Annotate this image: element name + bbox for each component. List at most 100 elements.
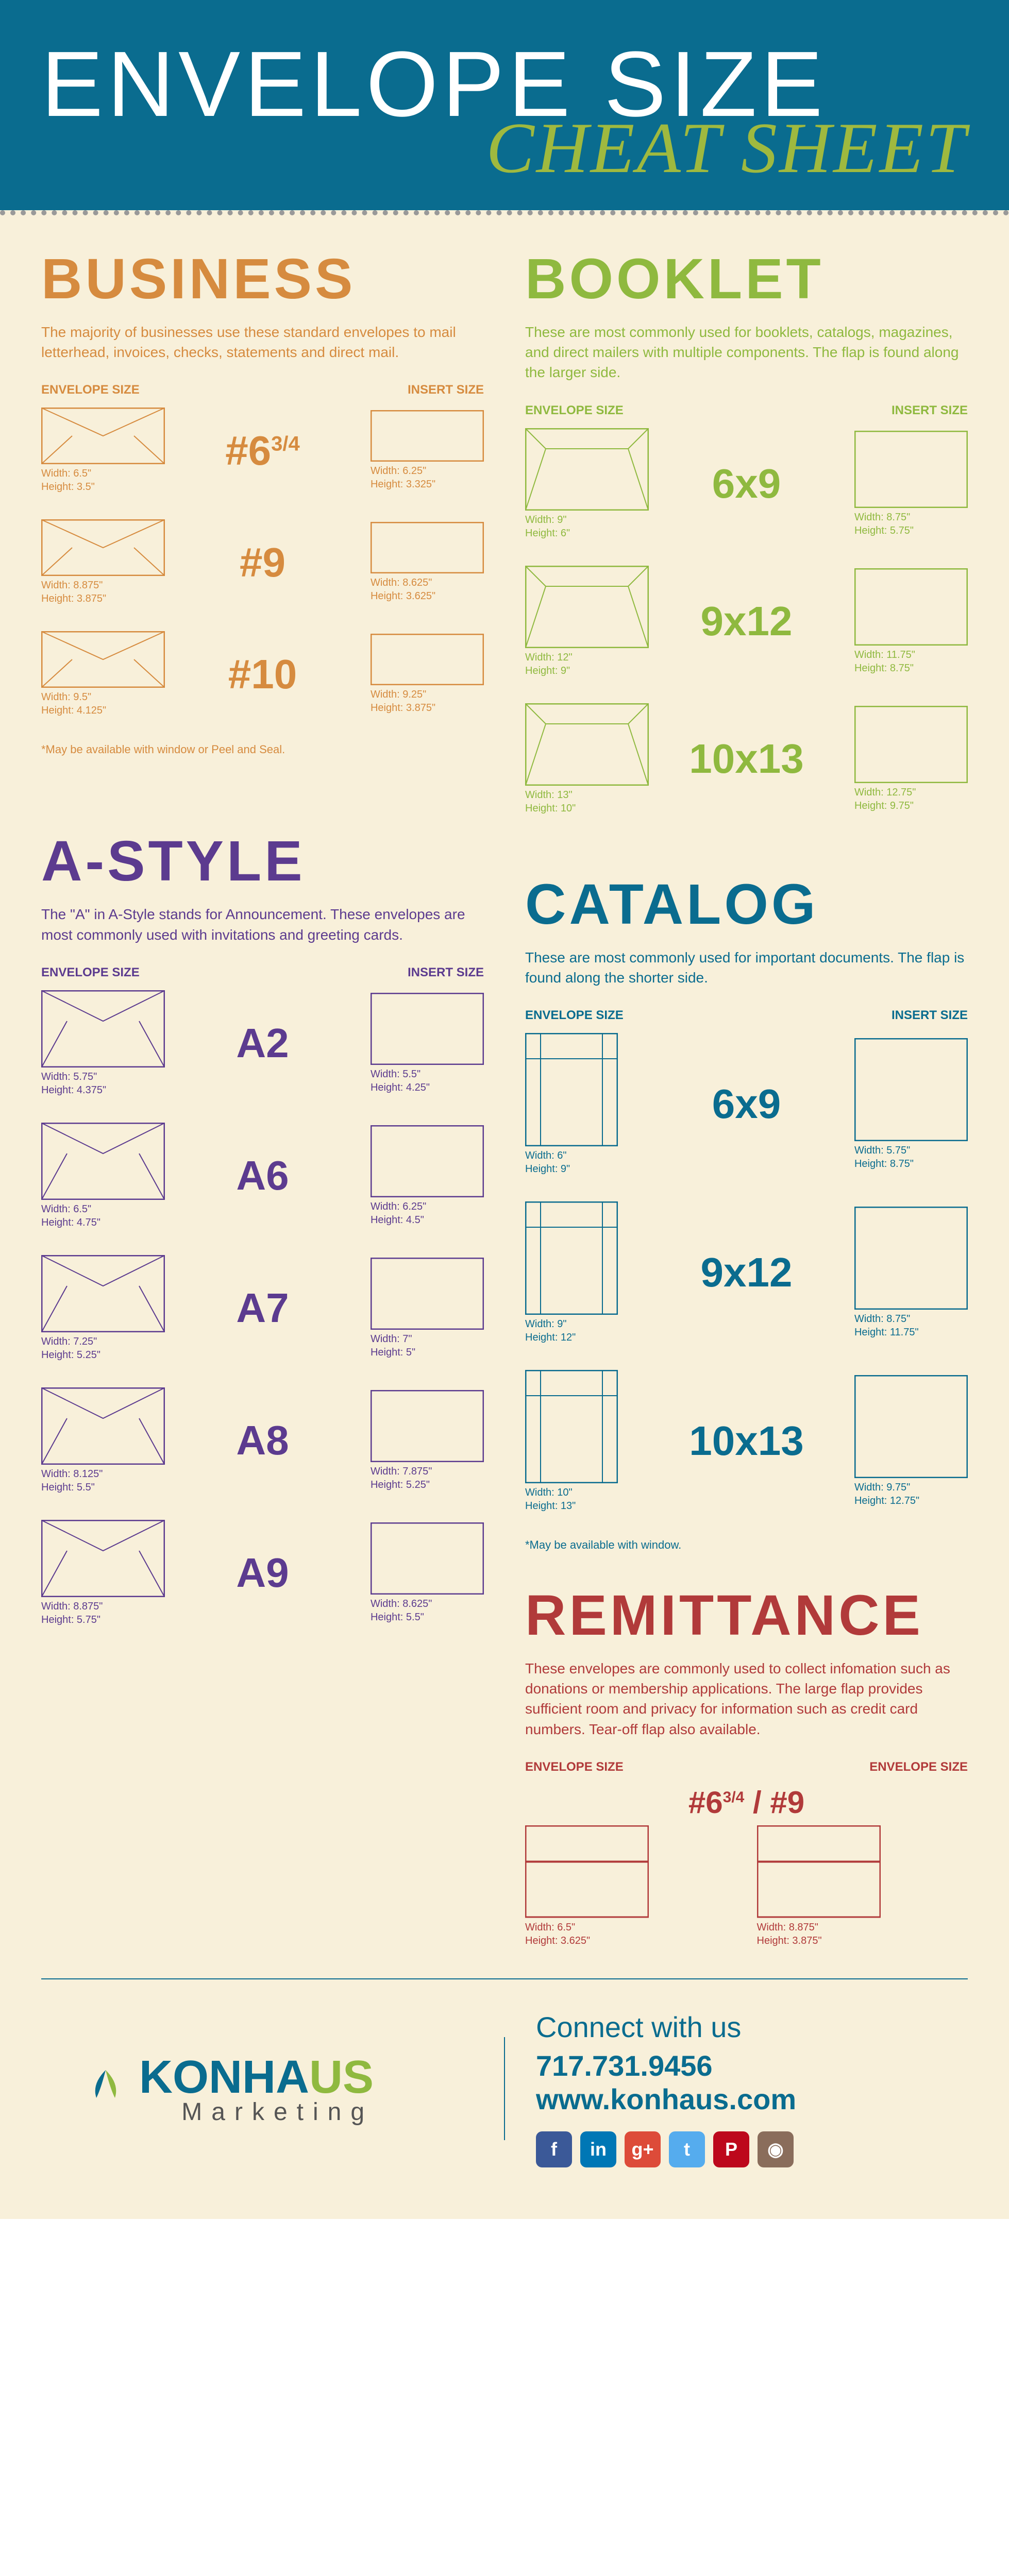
business-note: *May be available with window or Peel an… <box>41 743 484 756</box>
footer-contact: Connect with us 717.731.9456 www.konhaus… <box>536 2010 927 2167</box>
ins-header: INSERT SIZE <box>307 965 484 980</box>
size-row: Width: 6.5"Height: 3.5" #63/4 Width: 6.2… <box>41 408 484 494</box>
ins-dims: Width: 5.5"Height: 4.25" <box>371 1067 484 1094</box>
size-label: #10 <box>187 651 338 698</box>
ins-header: INSERT SIZE <box>791 1008 968 1023</box>
env-header: ENVELOPE SIZE <box>525 1008 702 1023</box>
insert-cell: Width: 8.75"Height: 5.75" <box>822 431 968 537</box>
ins-header: INSERT SIZE <box>307 383 484 397</box>
size-row: Width: 10"Height: 13" 10x13 Width: 9.75"… <box>525 1370 968 1513</box>
envelope-cell: Width: 13"Height: 10" <box>525 703 671 815</box>
envelope-cell: Width: 8.125"Height: 5.5" <box>41 1387 187 1494</box>
ins-dims: Width: 12.75"Height: 9.75" <box>854 786 968 812</box>
env-header: ENVELOPE SIZE <box>41 965 218 980</box>
envelope-cell: Width: 9"Height: 6" <box>525 428 671 540</box>
ins-dims: Width: 8.75"Height: 5.75" <box>854 511 968 537</box>
env-dims: Width: 6.5"Height: 3.5" <box>41 467 187 494</box>
footer-logo: KONHAUS Marketing <box>82 2051 473 2126</box>
connect-label: Connect with us <box>536 2010 927 2044</box>
astyle-section: A-STYLE The "A" in A-Style stands for An… <box>41 828 484 1626</box>
env-dims: Width: 7.25"Height: 5.25" <box>41 1335 187 1362</box>
size-row: Width: 9"Height: 6" 6x9 Width: 8.75"Heig… <box>525 428 968 540</box>
env-dims: Width: 10"Height: 13" <box>525 1486 671 1513</box>
size-row: Width: 7.25"Height: 5.25" A7 Width: 7"He… <box>41 1255 484 1362</box>
catalog-col-headers: ENVELOPE SIZE INSERT SIZE <box>525 1008 968 1023</box>
social-icons: fing+tP◉ <box>536 2131 927 2167</box>
size-label: 9x12 <box>671 598 821 645</box>
insert-cell: Width: 6.25"Height: 4.5" <box>338 1125 484 1227</box>
catalog-title: CATALOG <box>525 872 968 937</box>
size-row: Width: 13"Height: 10" 10x13 Width: 12.75… <box>525 703 968 815</box>
remit-cell: Width: 8.875"Height: 3.875" <box>757 1825 968 1947</box>
env-header: ENVELOPE SIZE <box>525 403 702 418</box>
infographic-page: ENVELOPE SIZE CHEAT SHEET BUSINESS The m… <box>0 0 1009 2219</box>
pinterest-icon[interactable]: P <box>713 2131 749 2167</box>
size-row: Width: 9"Height: 12" 9x12 Width: 8.75"He… <box>525 1201 968 1344</box>
linkedin-icon[interactable]: in <box>580 2131 616 2167</box>
size-label: A8 <box>187 1417 338 1464</box>
insert-cell: Width: 8.75"Height: 11.75" <box>822 1207 968 1339</box>
facebook-icon[interactable]: f <box>536 2131 572 2167</box>
insert-cell: Width: 12.75"Height: 9.75" <box>822 706 968 812</box>
ins-dims: Width: 9.25"Height: 3.875" <box>371 688 484 715</box>
insert-cell: Width: 5.5"Height: 4.25" <box>338 993 484 1094</box>
ins-dims: Width: 5.75"Height: 8.75" <box>854 1144 968 1171</box>
business-section: BUSINESS The majority of businesses use … <box>41 246 484 756</box>
size-label: 6x9 <box>671 460 821 507</box>
ins-dims: Width: 8.625"Height: 3.625" <box>371 576 484 603</box>
business-col-headers: ENVELOPE SIZE INSERT SIZE <box>41 383 484 397</box>
booklet-desc: These are most commonly used for booklet… <box>525 322 968 383</box>
size-label: 6x9 <box>671 1080 821 1128</box>
env-dims: Width: 13"Height: 10" <box>525 788 671 815</box>
env-dims: Width: 12"Height: 9" <box>525 651 671 677</box>
ins-dims: Width: 6.25"Height: 3.325" <box>371 464 484 491</box>
remittance-col-headers: ENVELOPE SIZE ENVELOPE SIZE <box>525 1760 968 1774</box>
catalog-desc: These are most commonly used for importa… <box>525 947 968 988</box>
ins-dims: Width: 6.25"Height: 4.5" <box>371 1200 484 1227</box>
leaf-icon <box>82 2065 129 2112</box>
twitter-icon[interactable]: t <box>669 2131 705 2167</box>
size-row: Width: 8.875"Height: 3.875" #9 Width: 8.… <box>41 519 484 605</box>
envelope-cell: Width: 8.875"Height: 3.875" <box>41 519 187 605</box>
business-desc: The majority of businesses use these sta… <box>41 322 484 362</box>
envelope-cell: Width: 10"Height: 13" <box>525 1370 671 1513</box>
catalog-note: *May be available with window. <box>525 1538 968 1552</box>
env-dims: Width: 8.875"Height: 5.75" <box>41 1600 187 1626</box>
ins-dims: Width: 7"Height: 5" <box>371 1332 484 1359</box>
env-dims: Width: 8.875"Height: 3.875" <box>41 579 187 605</box>
astyle-title: A-STYLE <box>41 828 484 894</box>
size-label: A2 <box>187 1020 338 1067</box>
env-header2: ENVELOPE SIZE <box>791 1760 968 1774</box>
size-label: #63/4 <box>187 427 338 474</box>
astyle-desc: The "A" in A-Style stands for Announceme… <box>41 904 484 944</box>
astyle-col-headers: ENVELOPE SIZE INSERT SIZE <box>41 965 484 980</box>
size-row: Width: 9.5"Height: 4.125" #10 Width: 9.2… <box>41 631 484 717</box>
env-dims: Width: 9.5"Height: 4.125" <box>41 690 187 717</box>
size-row: Width: 6.5"Height: 4.75" A6 Width: 6.25"… <box>41 1123 484 1229</box>
envelope-cell: Width: 9.5"Height: 4.125" <box>41 631 187 717</box>
size-row: Width: 6"Height: 9" 6x9 Width: 5.75"Heig… <box>525 1033 968 1176</box>
remittance-desc: These envelopes are commonly used to col… <box>525 1658 968 1739</box>
envelope-cell: Width: 8.875"Height: 5.75" <box>41 1520 187 1626</box>
instagram-icon[interactable]: ◉ <box>758 2131 794 2167</box>
env-dims: Width: 9"Height: 6" <box>525 513 671 540</box>
envelope-cell: Width: 6"Height: 9" <box>525 1033 671 1176</box>
insert-cell: Width: 5.75"Height: 8.75" <box>822 1038 968 1171</box>
insert-cell: Width: 6.25"Height: 3.325" <box>338 410 484 491</box>
business-title: BUSINESS <box>41 246 484 312</box>
ins-dims: Width: 8.75"Height: 11.75" <box>854 1312 968 1339</box>
dotted-divider <box>0 210 1009 215</box>
env-dims: Width: 6.5"Height: 4.75" <box>41 1202 187 1229</box>
envelope-cell: Width: 6.5"Height: 4.75" <box>41 1123 187 1229</box>
googleplus-icon[interactable]: g+ <box>625 2131 661 2167</box>
footer-divider <box>504 2037 505 2140</box>
envelope-cell: Width: 12"Height: 9" <box>525 566 671 677</box>
header: ENVELOPE SIZE CHEAT SHEET <box>0 0 1009 210</box>
env-dims: Width: 6"Height: 9" <box>525 1149 671 1176</box>
remit-cell: Width: 6.5"Height: 3.625" <box>525 1825 736 1947</box>
env-dims: Width: 5.75"Height: 4.375" <box>41 1070 187 1097</box>
insert-cell: Width: 8.625"Height: 3.625" <box>338 522 484 603</box>
booklet-section: BOOKLET These are most commonly used for… <box>525 246 968 815</box>
size-label: #9 <box>187 539 338 586</box>
logo-text: KONHAUS <box>139 2051 374 2104</box>
